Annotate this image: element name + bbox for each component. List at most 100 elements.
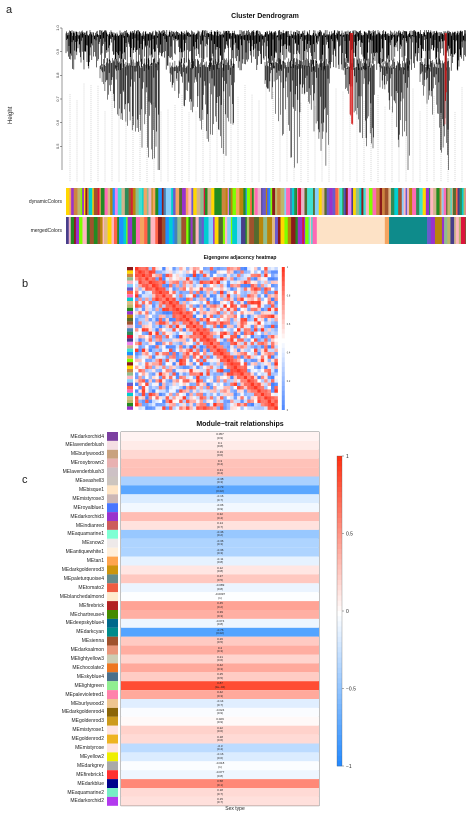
adjacency-cell xyxy=(213,358,217,363)
adjacency-cell xyxy=(264,362,268,366)
adjacency-cell xyxy=(165,304,170,308)
adjacency-cell xyxy=(247,372,251,376)
dynamic-color-segment xyxy=(262,188,267,215)
merged-color-segment xyxy=(213,217,215,244)
adjacency-cell xyxy=(148,406,153,410)
module-trait-cell xyxy=(121,583,319,593)
module-trait-cell xyxy=(121,512,319,521)
adjacency-cell xyxy=(203,362,207,366)
dynamic-color-segment xyxy=(245,188,248,215)
adjacency-cell xyxy=(209,335,214,339)
adjacency-cell xyxy=(274,277,278,281)
adjacency-cell xyxy=(230,297,234,302)
adjacency-row-color xyxy=(127,392,133,397)
module-trait-pvalue: (0.5) xyxy=(216,675,224,680)
adjacency-cell xyxy=(203,314,207,319)
adjacency-cell xyxy=(223,273,227,278)
adjacency-cell xyxy=(196,328,200,332)
adjacency-cell xyxy=(172,311,176,315)
adjacency-cell xyxy=(192,403,197,407)
adjacency-cell xyxy=(213,382,217,387)
adjacency-cell xyxy=(240,273,244,278)
adjacency-row-color xyxy=(127,304,133,308)
dynamic-color-segment xyxy=(246,188,251,215)
adjacency-cell xyxy=(233,307,238,312)
adjacency-cell xyxy=(209,399,214,404)
adjacency-cell xyxy=(216,355,221,359)
adjacency-cell xyxy=(220,386,224,390)
adjacency-cell xyxy=(196,386,200,390)
adjacency-cell xyxy=(179,311,183,315)
adjacency-cell xyxy=(169,403,173,407)
adjacency-cell xyxy=(250,297,255,302)
adjacency-cell xyxy=(247,297,251,302)
adjacency-cell xyxy=(243,386,248,390)
adjacency-cell xyxy=(182,355,187,359)
dendrogram: 1.00.90.80.70.60.5 xyxy=(55,24,466,182)
adjacency-cell xyxy=(209,406,214,410)
adjacency-cell xyxy=(189,341,193,346)
adjacency-cell xyxy=(271,335,275,339)
legend-gradient-segment xyxy=(337,528,342,534)
adjacency-cell xyxy=(162,362,166,366)
adjacency-cell xyxy=(192,304,197,308)
adjacency-cell xyxy=(274,406,278,410)
adjacency-cell xyxy=(209,290,214,295)
adjacency-cell xyxy=(192,406,197,410)
module-trait-pvalue: (0.02) xyxy=(216,631,224,636)
adjacency-cell xyxy=(247,338,251,342)
adjacency-cell xyxy=(226,267,231,271)
adjacency-cell xyxy=(196,399,200,404)
adjacency-cell xyxy=(155,386,159,390)
module-trait-pvalue: (0.8) xyxy=(216,773,224,778)
adjacency-cell xyxy=(196,372,200,376)
adjacency-cell xyxy=(135,362,139,366)
adjacency-cell xyxy=(135,287,139,291)
module-trait-correlation: 0.1 xyxy=(217,440,223,445)
adjacency-scale-segment xyxy=(281,267,285,272)
dynamic-color-segment xyxy=(257,188,262,215)
adjacency-row-color xyxy=(127,294,133,298)
adjacency-cell xyxy=(226,338,231,342)
adjacency-cell xyxy=(175,307,180,312)
adjacency-cell xyxy=(148,375,153,380)
adjacency-cell xyxy=(250,273,255,278)
adjacency-cell xyxy=(247,273,251,278)
adjacency-cell xyxy=(196,287,200,291)
adjacency-cell xyxy=(223,355,227,359)
adjacency-cell xyxy=(172,294,176,298)
module-trait-correlation: -0.38 xyxy=(216,476,224,481)
dynamic-color-segment xyxy=(87,188,89,215)
adjacency-cell xyxy=(250,270,255,274)
adjacency-cell xyxy=(233,321,238,325)
dynamic-color-segment xyxy=(124,188,129,215)
dendrogram-y-tick-label: 1.0 xyxy=(55,24,60,30)
module-color-swatch xyxy=(107,645,118,655)
module-trait-pvalue: (0.7) xyxy=(216,800,224,805)
merged-color-segment xyxy=(254,217,260,244)
dynamic-color-segment xyxy=(171,188,174,215)
module-trait-cell xyxy=(121,618,319,628)
adjacency-cell xyxy=(247,328,251,332)
adjacency-cell xyxy=(135,318,139,322)
merged-color-segment xyxy=(308,217,311,244)
adjacency-cell xyxy=(250,294,255,298)
adjacency-cell xyxy=(175,331,180,336)
adjacency-cell xyxy=(274,369,278,373)
adjacency-cell xyxy=(226,406,231,410)
adjacency-cell xyxy=(192,379,197,383)
adjacency-cell xyxy=(233,348,238,353)
adjacency-cell xyxy=(247,382,251,387)
dynamic-color-segment xyxy=(359,188,362,215)
adjacency-cell xyxy=(233,335,238,339)
adjacency-cell xyxy=(230,290,234,295)
adjacency-cell xyxy=(254,331,258,336)
adjacency-cell xyxy=(192,280,197,285)
adjacency-cell xyxy=(189,389,193,393)
adjacency-scale-segment xyxy=(281,324,285,330)
adjacency-cell xyxy=(226,328,231,332)
module-label: MEsnow2 xyxy=(82,540,104,547)
adjacency-cell xyxy=(254,379,258,383)
adjacency-cell xyxy=(138,304,142,308)
adjacency-cell xyxy=(145,277,149,281)
